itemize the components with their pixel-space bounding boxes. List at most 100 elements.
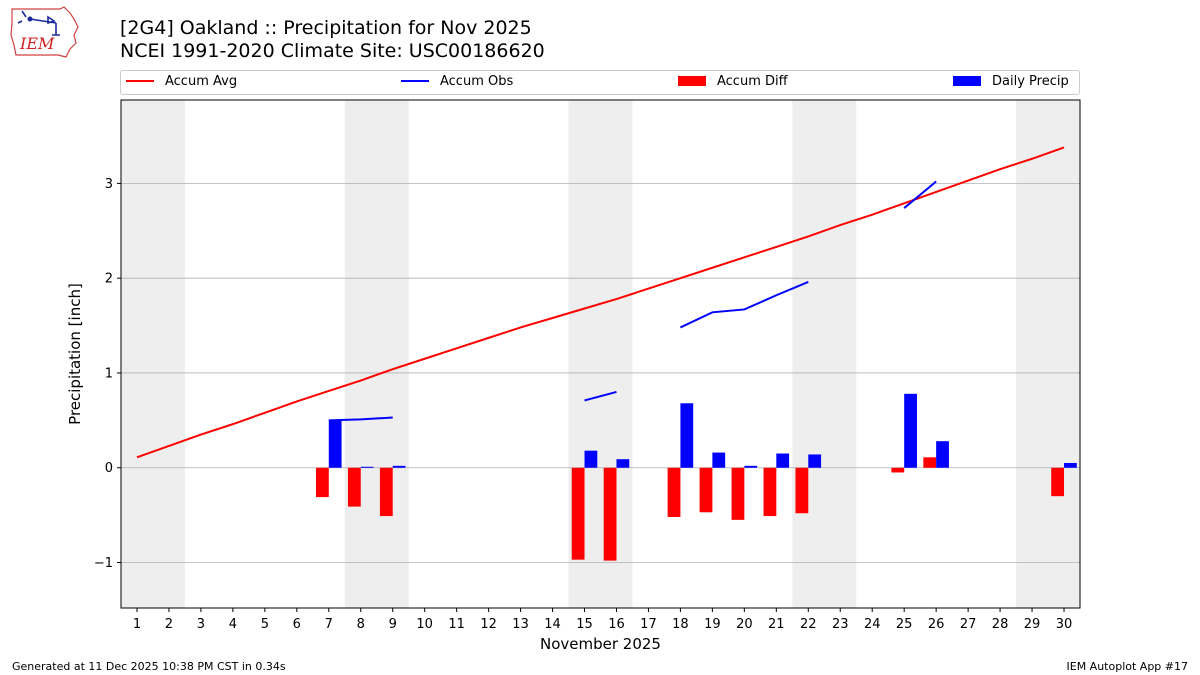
y-tick-label: −1 — [94, 556, 113, 571]
footer-generated: Generated at 11 Dec 2025 10:38 PM CST in… — [12, 660, 286, 673]
accum-diff-bar — [571, 467, 585, 560]
chart-legend: Accum Avg Accum Obs Accum Diff Daily Pre… — [120, 70, 1080, 95]
daily-precip-bar — [808, 454, 822, 468]
x-tick-label: 24 — [864, 617, 881, 632]
plot-frame — [120, 99, 1081, 609]
x-tick-label: 20 — [736, 617, 753, 632]
daily-precip-bar — [328, 420, 342, 468]
legend-label: Accum Diff — [717, 74, 788, 89]
bars — [315, 393, 1077, 561]
daily-precip-bar — [680, 403, 694, 468]
accum-diff-bar — [379, 467, 393, 517]
x-tick-label: 16 — [608, 617, 625, 632]
x-tick-label: 22 — [800, 617, 817, 632]
x-tick-label: 5 — [261, 617, 269, 632]
x-tick-label: 27 — [960, 617, 977, 632]
weekend-band — [121, 100, 185, 608]
daily-precip-bar — [712, 452, 726, 468]
y-axis-label: Precipitation [inch] — [66, 283, 84, 425]
x-tick-label: 19 — [704, 617, 721, 632]
x-tick-label: 2 — [165, 617, 173, 632]
daily-precip-bar — [360, 466, 374, 468]
x-axis-label: November 2025 — [540, 635, 661, 653]
x-tick-label: 23 — [832, 617, 849, 632]
x-tick-label: 15 — [576, 617, 593, 632]
x-tick-label: 13 — [512, 617, 529, 632]
legend-label: Accum Avg — [165, 74, 238, 89]
daily-precip-bar — [616, 459, 630, 468]
accum-obs-line — [903, 180, 937, 209]
accum-diff-bar — [1051, 467, 1065, 497]
x-tick-label: 14 — [544, 617, 561, 632]
weekend-shading — [121, 100, 1080, 608]
legend-label: Daily Precip — [992, 74, 1069, 89]
accum-diff-bar — [347, 467, 361, 507]
legend-item-accum-diff: Accum Diff — [678, 74, 788, 91]
x-tick-label: 7 — [325, 617, 333, 632]
x-tick-label: 28 — [992, 617, 1009, 632]
weather-vane-icon — [17, 10, 60, 36]
x-tick-label: 10 — [416, 617, 433, 632]
chart-subtitle: NCEI 1991-2020 Climate Site: USC00186620 — [120, 40, 545, 62]
daily-precip-bar — [584, 450, 598, 468]
daily-precip-bar — [1064, 462, 1077, 468]
x-tick-label: 12 — [480, 617, 497, 632]
weekend-band — [792, 100, 857, 608]
accum-diff-bar — [795, 467, 809, 514]
x-tick-label: 18 — [672, 617, 689, 632]
y-tick-label: 1 — [105, 366, 113, 381]
legend-item-accum-obs: Accum Obs — [401, 74, 513, 91]
daily-precip-bar — [744, 465, 758, 468]
accum-diff-bar — [923, 457, 937, 468]
accum-diff-bar — [763, 467, 777, 517]
series-lines — [136, 146, 1065, 459]
legend-swatch-accum-avg — [126, 79, 154, 82]
x-tick-label: 25 — [896, 617, 913, 632]
accum-diff-bar — [667, 467, 681, 518]
x-tick-label: 8 — [357, 617, 365, 632]
chart-title: [2G4] Oakland :: Precipitation for Nov 2… — [120, 17, 532, 39]
legend-swatch-daily-precip — [953, 75, 981, 86]
legend-swatch-accum-obs — [401, 79, 429, 82]
x-tick-label: 21 — [768, 617, 785, 632]
y-tick-label: 3 — [105, 177, 113, 192]
accum-diff-bar — [699, 467, 713, 513]
x-tick-label: 4 — [229, 617, 237, 632]
daily-precip-bar — [936, 441, 949, 468]
accum-diff-bar — [603, 467, 617, 561]
logo-text: IEM — [19, 34, 55, 53]
y-tick-label: 0 — [105, 461, 113, 476]
footer-app: IEM Autoplot App #17 — [1066, 660, 1189, 673]
x-tick-label: 1 — [133, 617, 141, 632]
weekend-band — [344, 100, 409, 608]
y-tick-label: 2 — [105, 272, 113, 287]
iem-logo: IEM — [10, 6, 79, 58]
x-tick-label: 30 — [1056, 617, 1073, 632]
legend-item-accum-avg: Accum Avg — [126, 74, 237, 91]
weekend-band — [1016, 100, 1080, 608]
gridlines — [121, 183, 1080, 563]
daily-precip-bar — [392, 465, 406, 468]
x-tick-label: 6 — [293, 617, 301, 632]
vane-pivot — [27, 16, 33, 22]
x-tick-label: 3 — [197, 617, 205, 632]
accum-diff-bar — [731, 467, 745, 520]
accum-diff-bar — [891, 467, 905, 473]
x-tick-label: 29 — [1024, 617, 1041, 632]
legend-swatch-accum-diff — [678, 75, 706, 86]
accum-obs-line — [584, 390, 617, 402]
accum-avg-line — [136, 146, 1065, 459]
x-tick-label: 17 — [640, 617, 657, 632]
x-tick-label: 9 — [389, 617, 397, 632]
accum-obs-line — [328, 416, 393, 422]
accum-diff-bar — [315, 467, 329, 498]
x-tick-label: 11 — [448, 617, 465, 632]
x-tick-label: 26 — [928, 617, 945, 632]
legend-label: Accum Obs — [440, 74, 514, 89]
daily-precip-bar — [776, 453, 790, 468]
accum-obs-line — [679, 281, 809, 329]
daily-precip-bar — [904, 393, 917, 468]
legend-item-daily-precip: Daily Precip — [953, 74, 1069, 91]
